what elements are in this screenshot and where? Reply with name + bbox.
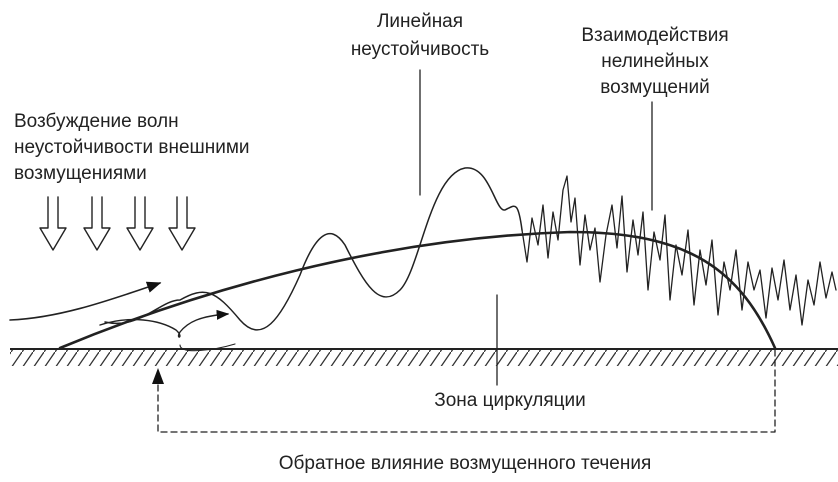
label: нелинейных — [601, 51, 709, 72]
label: неустойчивость — [351, 39, 489, 60]
feedback-arrowhead — [152, 368, 164, 384]
label: неустойчивости внешними — [14, 137, 250, 158]
label: возмущений — [600, 77, 709, 98]
label: Обратное влияние возмущенного течения — [279, 453, 652, 474]
label: Зона циркуляции — [434, 390, 586, 411]
excitation-arrows — [40, 197, 195, 250]
label: Возбуждение волн — [14, 111, 179, 132]
flow-arrow — [10, 283, 160, 320]
diagram: Линейная неустойчивость Взаимодействия н… — [0, 0, 838, 477]
wall-hatching — [10, 350, 838, 366]
instability-wave — [105, 168, 522, 330]
label: возмущениями — [14, 163, 147, 184]
separation-line — [60, 232, 775, 348]
label: Линейная — [377, 11, 463, 32]
label: Взаимодействия — [581, 25, 728, 46]
turbulent-disturbances — [522, 176, 836, 325]
